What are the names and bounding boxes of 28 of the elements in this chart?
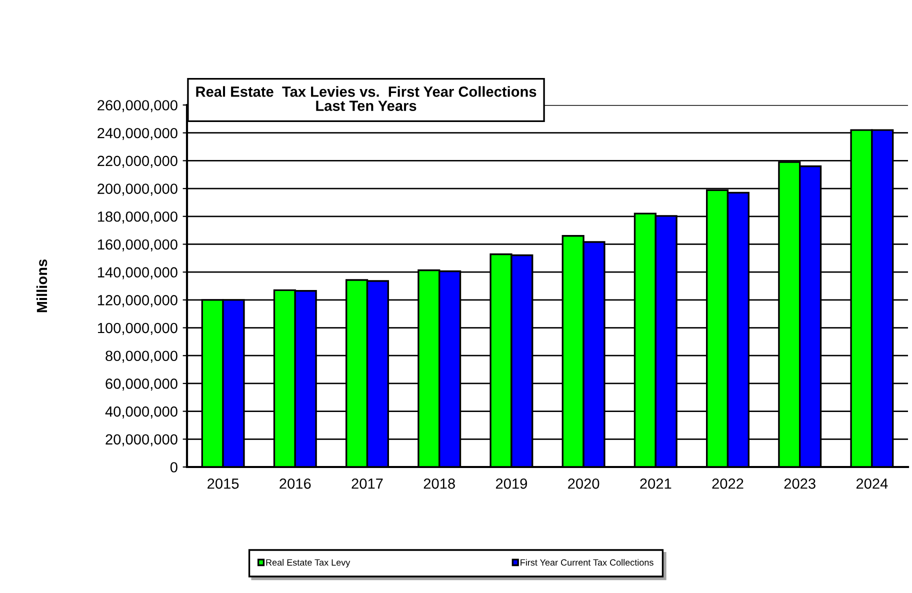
y-tick-label: 60,000,000 [106,378,178,391]
y-tick-label: 140,000,000 [98,267,178,280]
y-axis-title: Millions [36,259,48,312]
y-tick-label: 200,000,000 [98,184,178,196]
x-tick-label: 2021 [640,478,672,489]
chart-title: Real Estate Tax Levies vs. First Year Collections Last Ten Years [196,86,536,111]
y-tick-label: 180,000,000 [98,211,178,224]
y-tick-label: 160,000,000 [98,239,178,252]
y-tick-label: 80,000,000 [106,350,178,363]
x-tick-label: 2019 [496,478,527,489]
x-tick-label: 2023 [784,478,816,489]
x-tick-label: 2017 [352,478,383,489]
x-tick-label: 2018 [424,478,455,489]
x-tick-label: 2024 [856,478,888,489]
y-tick-label: 220,000,000 [98,156,178,168]
x-tick-label: 2020 [568,478,600,489]
y-tick-label: 20,000,000 [106,434,178,446]
x-tick-label: 2022 [712,478,744,489]
y-tick-label: 0 [170,462,178,472]
legend-label: Real Estate Tax Levy [266,559,350,568]
y-tick-label: 120,000,000 [98,295,178,308]
legend-label: First Year Current Tax Collections [520,559,654,566]
y-tick-label: 260,000,000 [98,100,178,112]
x-tick-label: 2016 [280,478,311,489]
y-tick-label: 100,000,000 [98,322,178,335]
x-tick-label: 2015 [208,478,239,489]
y-tick-label: 40,000,000 [105,406,178,418]
y-tick-label: 240,000,000 [98,128,178,140]
